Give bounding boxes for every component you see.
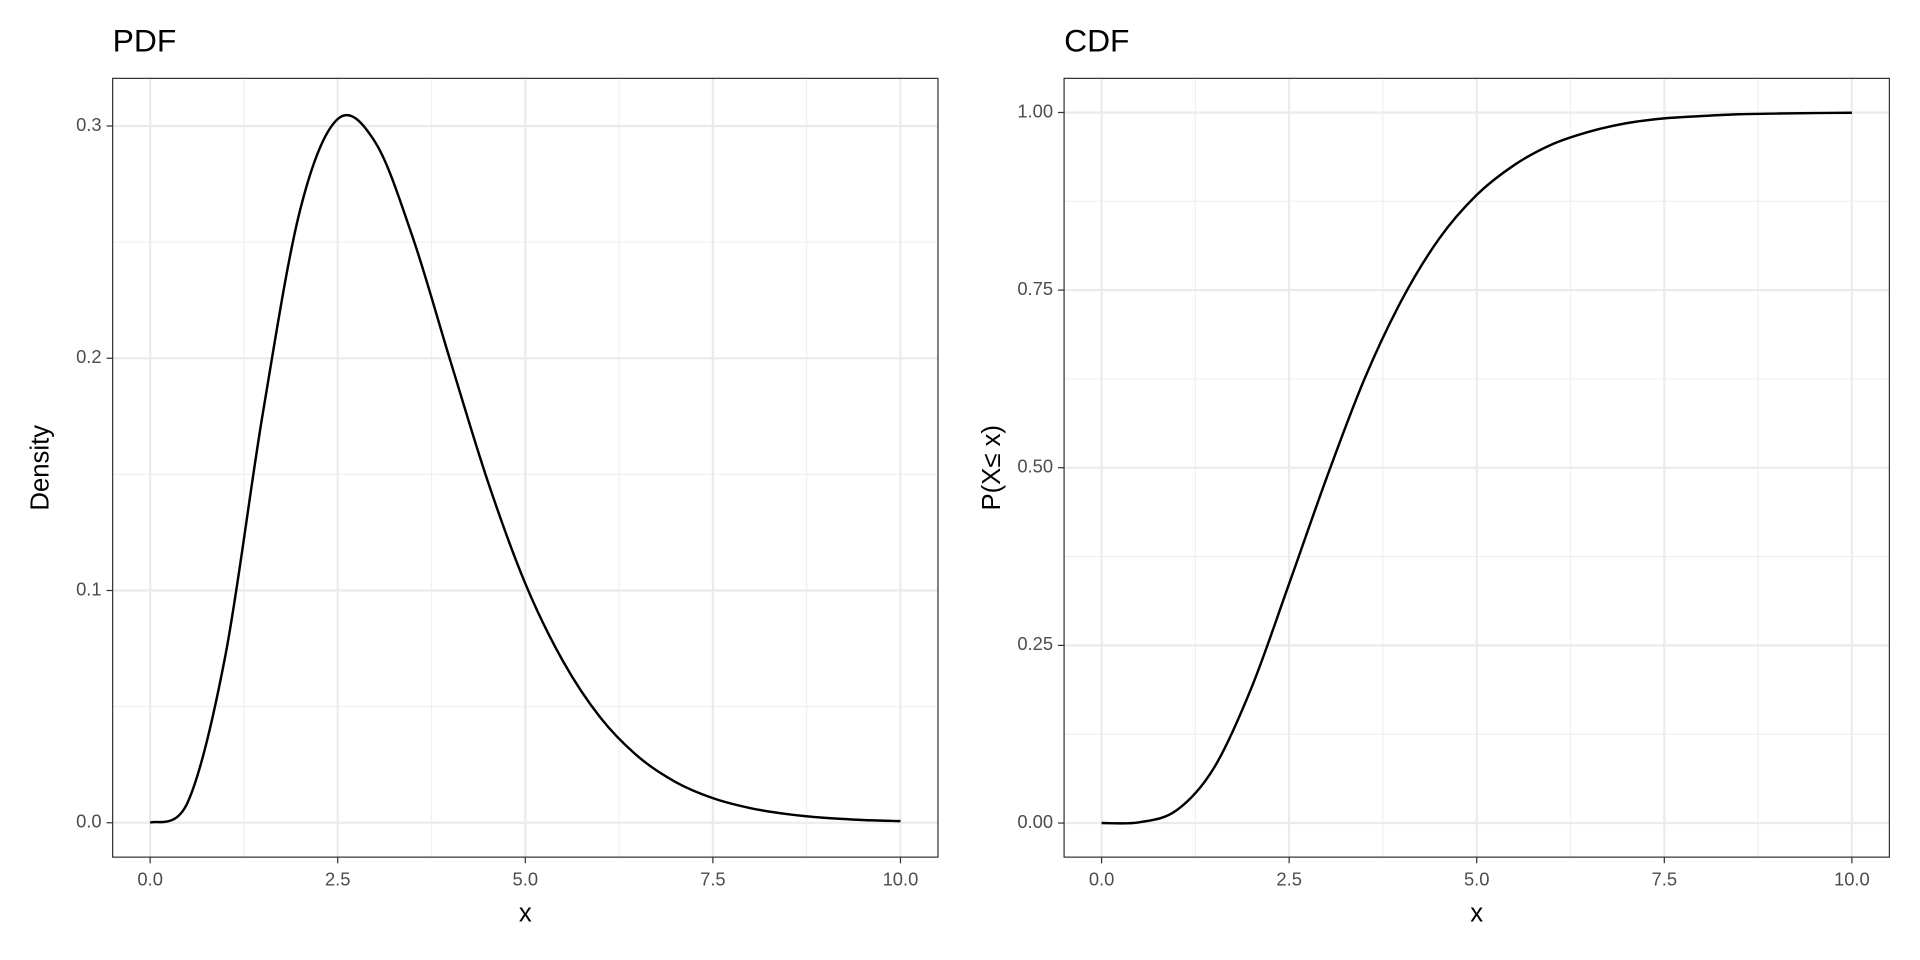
y-tick-label: 0.3 [76,114,102,135]
x-tick-label: 2.5 [1276,868,1302,889]
x-tick-label: 10.0 [1834,868,1870,889]
line [1101,111,1852,825]
y-tick-label: 1.00 [1017,100,1053,121]
y-tick-label: 0.75 [1017,278,1053,299]
y-tick-label: 0.00 [1017,811,1053,832]
y-tick-label: 0.2 [76,346,102,367]
x-tick-label: 2.5 [325,868,351,889]
chart-title: CDF [1064,22,1129,58]
y-tick-label: 0.1 [76,578,102,599]
x-tick-label: 7.5 [700,868,726,889]
panel: 0.0 2.5 5.0 7.5 10.0 0.0 0.1 0.2 0.3 PDF x Density [26,22,939,927]
x-tick-label: 7.5 [1652,868,1678,889]
x-tick-label: 0.0 [137,868,163,889]
x-tick-label: 5.0 [1464,868,1490,889]
y-tick-label: 0.25 [1017,633,1053,654]
y-axis-label: Density [26,425,54,511]
y-tick-label: 0.0 [76,811,102,832]
line [149,113,901,824]
panel: 0.0 2.5 5.0 7.5 10.0 0.00 0.25 0.50 0.75 1.00 CDF x… [978,22,1890,927]
y-tick-label: 0.50 [1017,456,1053,477]
x-tick-label: 10.0 [883,868,919,889]
x-tick-label: 5.0 [513,868,539,889]
y-axis-label: P(X≤ x) [978,425,1006,511]
x-tick-label: 0.0 [1089,868,1115,889]
chart-title: PDF [113,22,177,58]
x-axis-label: x [1470,899,1483,927]
plot-border [112,77,939,858]
x-axis-label: x [519,899,532,927]
plot-border [1063,77,1890,858]
